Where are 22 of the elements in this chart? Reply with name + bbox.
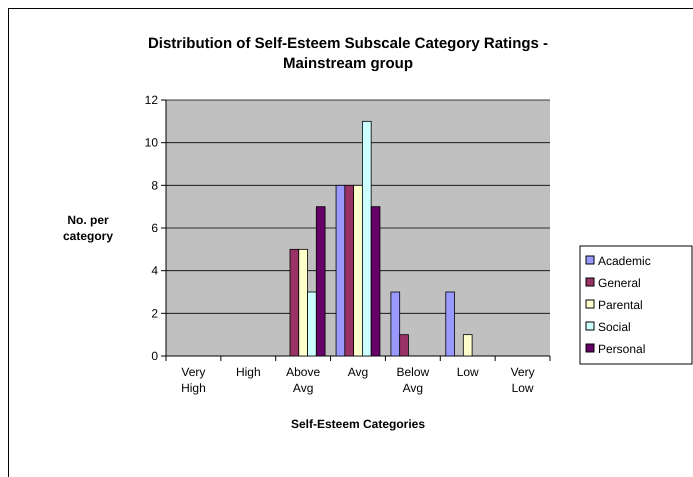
x-axis-title: Self-Esteem Categories — [290, 417, 426, 431]
x-tick-label: Below Avg — [396, 365, 430, 395]
legend-label: General — [598, 276, 641, 290]
legend-label: Social — [598, 320, 631, 334]
y-tick-label: 2 — [151, 306, 158, 320]
x-tick-label: Above Avg — [286, 365, 320, 395]
y-tick-label: 4 — [151, 264, 158, 278]
y-tick-label: 6 — [151, 221, 158, 235]
x-tick-label: Low — [456, 365, 480, 379]
y-tick-label: 0 — [151, 349, 158, 363]
legend-label: Academic — [598, 254, 651, 268]
x-tick-label: Very Low — [510, 365, 535, 395]
x-tick-label: Very High — [181, 365, 206, 395]
y-tick-label: 10 — [144, 136, 158, 150]
y-tick-label: 12 — [144, 93, 158, 107]
y-tick-label: 8 — [151, 178, 158, 192]
x-tick-label: Avg — [348, 365, 368, 379]
x-tick-label: High — [236, 365, 261, 379]
chart-title: Distribution of Self-Esteem Subscale Category Ratings - Mainstream group — [148, 35, 548, 72]
legend-label: Personal — [598, 342, 646, 356]
y-axis-title: No. per category — [62, 213, 114, 243]
legend-label: Parental — [598, 298, 643, 312]
